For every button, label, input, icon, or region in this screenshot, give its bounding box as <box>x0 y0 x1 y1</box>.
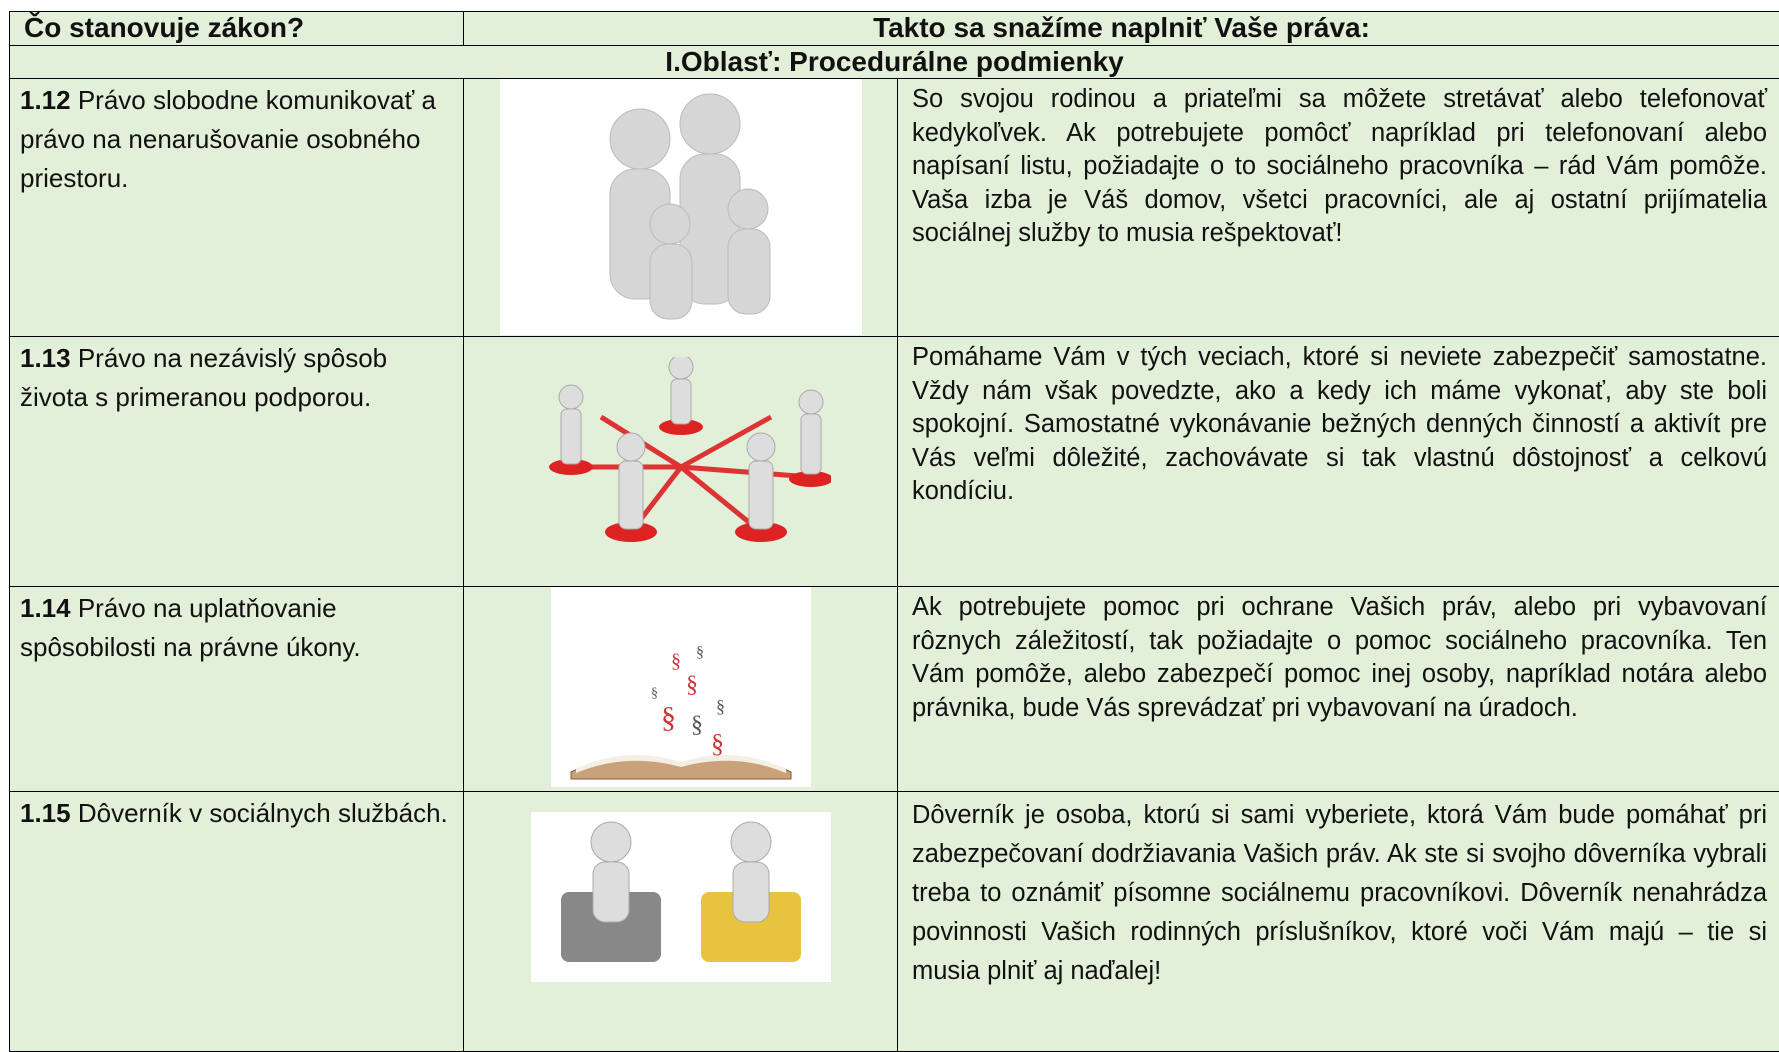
rights-table: Čo stanovuje zákon? Takto sa snažíme nap… <box>9 11 1779 1052</box>
section-row: I.Oblasť: Procedurálne podmienky <box>10 46 1779 79</box>
row: 1.12 Právo slobodne komunikovať a právo … <box>10 79 1779 337</box>
description: So svojou rodinou a priateľmi sa môžete … <box>898 79 1779 337</box>
law-cell: 1.15 Dôverník v sociálnych službách. <box>10 792 464 1052</box>
law-title: Právo na uplatňovanie spôsobilosti na pr… <box>20 593 361 662</box>
image-cell: §§§§ §§§§ <box>464 587 898 792</box>
law-number: 1.15 <box>20 798 71 828</box>
family-image <box>500 79 862 335</box>
image-cell <box>464 337 898 587</box>
svg-text:§: § <box>696 644 704 661</box>
header-row: Čo stanovuje zákon? Takto sa snažíme nap… <box>10 12 1779 46</box>
chairs-image <box>531 812 831 982</box>
law-cell: 1.13 Právo na nezávislý spôsob života s … <box>10 337 464 587</box>
law-number: 1.13 <box>20 343 71 373</box>
description: Pomáhame Vám v tých veciach, ktoré si ne… <box>898 337 1779 587</box>
image-cell <box>464 79 898 337</box>
law-number: 1.14 <box>20 593 71 623</box>
row: 1.13 Právo na nezávislý spôsob života s … <box>10 337 1779 587</box>
svg-text:§: § <box>686 672 698 698</box>
svg-text:§: § <box>671 650 681 672</box>
law-number: 1.12 <box>20 85 71 115</box>
image-cell <box>464 792 898 1052</box>
svg-text:§: § <box>661 701 676 734</box>
row: 1.15 Dôverník v sociálnych službách. Dôv… <box>10 792 1779 1052</box>
svg-text:§: § <box>691 712 703 738</box>
law-title: Dôverník v sociálnych službách. <box>78 798 448 828</box>
header-cell: Takto sa snažíme naplniť Vaše práva: <box>464 12 1779 46</box>
book-image: §§§§ §§§§ <box>551 587 811 787</box>
law-cell: 1.14 Právo na uplatňovanie spôsobilosti … <box>10 587 464 792</box>
header-cell: Čo stanovuje zákon? <box>10 12 464 46</box>
row: 1.14 Právo na uplatňovanie spôsobilosti … <box>10 587 1779 792</box>
network-image <box>531 357 831 557</box>
description: Ak potrebujete pomoc pri ochrane Vašich … <box>898 587 1779 792</box>
law-title: Právo slobodne komunikovať a právo na ne… <box>20 85 436 193</box>
description: Dôverník je osoba, ktorú si sami vyberie… <box>898 792 1779 1052</box>
svg-text:§: § <box>711 729 724 758</box>
law-cell: 1.12 Právo slobodne komunikovať a právo … <box>10 79 464 337</box>
svg-text:§: § <box>651 686 658 701</box>
law-title: Právo na nezávislý spôsob života s prime… <box>20 343 387 412</box>
svg-text:§: § <box>716 696 725 716</box>
section-cell: I.Oblasť: Procedurálne podmienky <box>10 46 1779 79</box>
